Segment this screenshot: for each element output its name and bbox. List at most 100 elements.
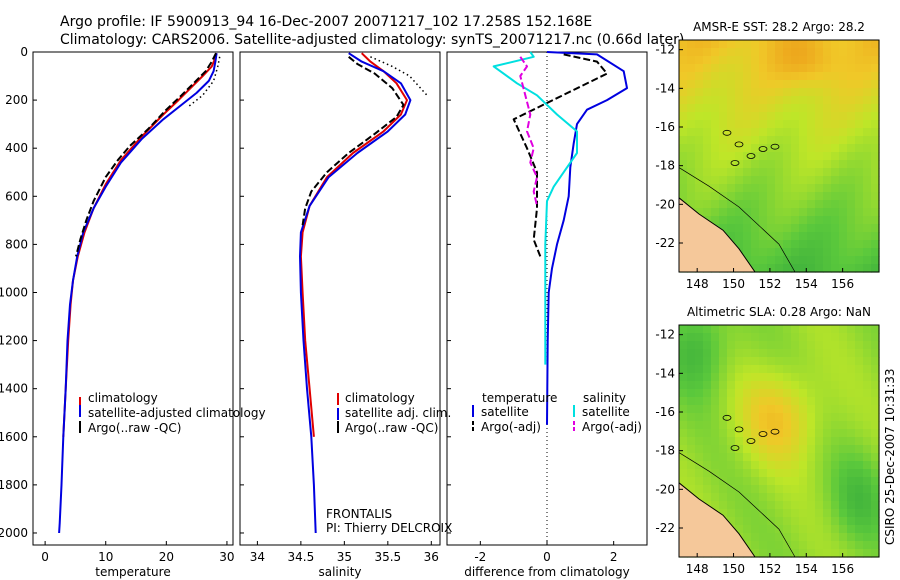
map-cell [847,365,856,374]
map-cell [823,96,832,105]
map-cell [839,224,848,233]
map-cell [743,128,752,137]
map-cell [735,48,744,57]
map-cell [783,48,792,57]
map-cell [831,152,840,161]
map-cell [695,208,704,217]
map-cell [687,192,696,201]
map-cell [679,168,688,177]
map-cell [767,469,776,478]
map-cell [759,469,768,478]
map-cell [695,72,704,81]
map-cell [711,485,720,494]
map-cell [855,413,864,422]
map-cell [751,405,760,414]
map-cell [791,240,800,249]
map-cell [679,453,688,462]
map-cell [775,421,784,430]
map-cell [855,232,864,241]
map-cell [687,128,696,137]
map-cell [759,200,768,209]
map-cell [711,152,720,161]
map-cell [783,341,792,350]
map-cell [719,365,728,374]
map-cell [687,152,696,161]
map-cell [719,184,728,193]
map-cell [799,549,808,558]
map-cell [719,200,728,209]
map-cell [783,208,792,217]
map-cell [863,365,872,374]
map-cell [735,357,744,366]
map-cell [751,264,760,273]
lon-tick-label: 152 [758,277,781,291]
map-cell [767,501,776,510]
map-cell [767,192,776,201]
map-cell [863,429,872,438]
map-cell [831,48,840,57]
map-cell [823,445,832,454]
map-cell [847,192,856,201]
map-cell [783,264,792,273]
map-cell [791,397,800,406]
map-cell [783,184,792,193]
map-cell [727,224,736,233]
map-cell [727,325,736,334]
map-cell [775,381,784,390]
map-cell [839,216,848,225]
map-cell [823,264,832,273]
map-cell [823,120,832,129]
map-cell [799,248,808,257]
map-cell [767,333,776,342]
map-cell [815,325,824,334]
map-cell [799,184,808,193]
map-cell [743,248,752,257]
map-cell [791,136,800,145]
map-cell [695,389,704,398]
map-cell [783,216,792,225]
map-cell [815,64,824,73]
map-cell [847,256,856,265]
map-cell [799,40,808,49]
map-cell [791,333,800,342]
map-cell [719,333,728,342]
map-cell [783,469,792,478]
x-tick-label: 2 [610,550,618,564]
map-cell [759,144,768,153]
map-cell [751,413,760,422]
map-cell [711,437,720,446]
map-cell [695,445,704,454]
map-cell [703,461,712,470]
map-cell [847,453,856,462]
map-cell [823,144,832,153]
map-cell [687,168,696,177]
map-cell [839,349,848,358]
map-cell [719,104,728,113]
map-cell [823,192,832,201]
lat-tick-label: -22 [655,521,675,535]
map-cell [743,144,752,153]
map-cell [855,144,864,153]
map-cell [823,373,832,382]
map-cell [791,325,800,334]
map-cell [791,200,800,209]
map-cell [743,397,752,406]
map-cell [767,365,776,374]
map-cell [775,200,784,209]
map-cell [831,160,840,169]
map-cell [687,437,696,446]
figure-title-line2: Climatology: CARS2006. Satellite-adjuste… [60,32,684,48]
map-cell [775,80,784,89]
map-cell [863,341,872,350]
lon-tick-label: 150 [722,562,745,576]
map-cell [815,264,824,273]
map-cell [711,64,720,73]
map-cell [839,525,848,534]
map-cell [711,429,720,438]
map-cell [855,349,864,358]
map-cell [679,341,688,350]
map-cell [871,72,880,81]
map-cell [863,485,872,494]
map-cell [783,381,792,390]
